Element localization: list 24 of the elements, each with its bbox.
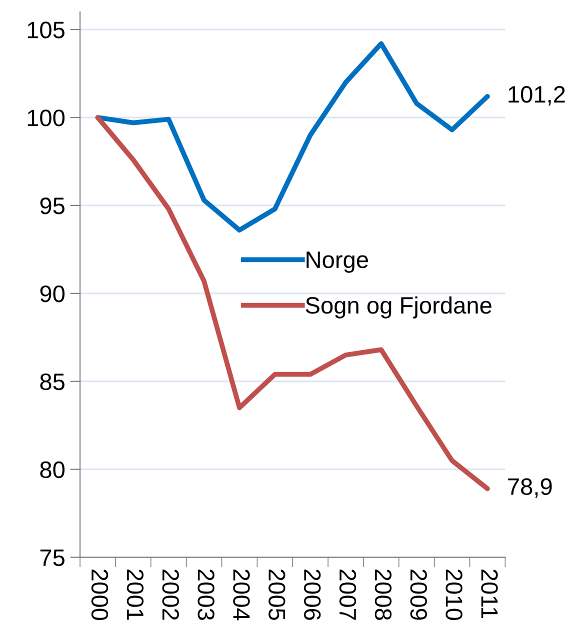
x-tick-label: 2001 bbox=[126, 570, 144, 620]
data-label: 78,9 bbox=[508, 478, 552, 498]
y-tick-label: 90 bbox=[40, 285, 65, 302]
y-tick-label: 100 bbox=[28, 110, 65, 126]
x-tick-label: 2000 bbox=[91, 570, 108, 620]
x-tick-label: 2006 bbox=[304, 570, 321, 620]
y-tick-label: 95 bbox=[40, 198, 64, 214]
y-tick-label: 105 bbox=[28, 22, 64, 38]
line-series bbox=[95, 115, 490, 492]
x-tick-label: 2009 bbox=[410, 570, 427, 620]
x-tick-label: 2007 bbox=[339, 570, 356, 620]
x-tick-label: 2003 bbox=[198, 570, 214, 620]
x-tick-label: 2011 bbox=[481, 570, 498, 618]
data-label: 101,2 bbox=[508, 86, 565, 106]
x-tick-label: 2005 bbox=[268, 570, 286, 620]
y-tick-label: 75 bbox=[40, 550, 64, 566]
y-tick-label: 85 bbox=[40, 373, 64, 390]
y-tick-label: 80 bbox=[40, 461, 65, 478]
x-tick-label: 2002 bbox=[162, 570, 179, 620]
x-tick-label: 2008 bbox=[374, 570, 392, 620]
legend-label: Norge bbox=[306, 252, 368, 273]
x-tick-label: 2010 bbox=[446, 570, 462, 620]
x-tick-label: 2004 bbox=[233, 570, 250, 620]
legend-label: Sogn og Fjordane bbox=[306, 296, 492, 318]
